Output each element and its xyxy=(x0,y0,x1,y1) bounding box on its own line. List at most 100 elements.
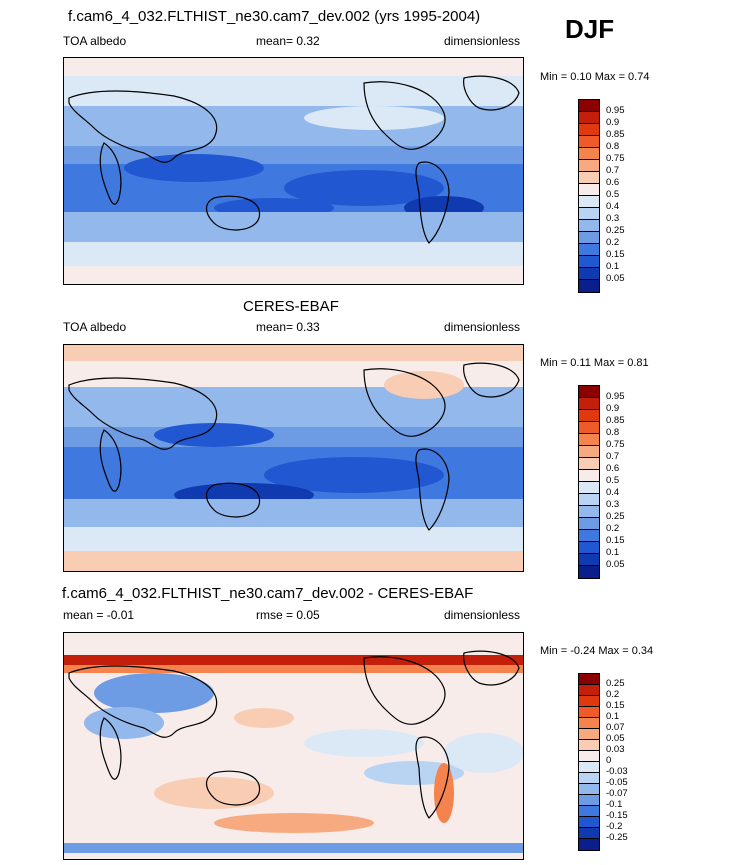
panel3-colorbar-tick: 0.15 xyxy=(606,700,625,711)
panel1-colorbar-swatch xyxy=(579,268,599,280)
panel3-colorbar-swatch xyxy=(579,795,599,806)
panel2-colorbar-tick: 0.7 xyxy=(606,451,620,462)
panel2-colorbar-swatch xyxy=(579,446,599,458)
panel3-colorbar xyxy=(578,673,600,851)
panel3-title: f.cam6_4_032.FLTHIST_ne30.cam7_dev.002 -… xyxy=(62,585,474,602)
panel1-colorbar-swatch xyxy=(579,184,599,196)
panel2-colorbar-swatch xyxy=(579,494,599,506)
panel1-title: f.cam6_4_032.FLTHIST_ne30.cam7_dev.002 (… xyxy=(68,8,481,25)
panel1-colorbar-swatch xyxy=(579,124,599,136)
panel1-colorbar-tick: 0.9 xyxy=(606,117,620,128)
panel2-colorbar-swatch xyxy=(579,422,599,434)
panel1-min-max: Min = 0.10 Max = 0.74 xyxy=(540,71,650,83)
panel2-colorbar-tick: 0.9 xyxy=(606,403,620,414)
panel2-colorbar xyxy=(578,385,600,579)
panel2-colorbar-tick: 0.75 xyxy=(606,439,625,450)
panel2-map xyxy=(63,344,524,572)
panel2-colorbar-swatch xyxy=(579,482,599,494)
panel2-colorbar-tick: 0.8 xyxy=(606,427,620,438)
panel2-colorbar-swatch xyxy=(579,530,599,542)
panel3-colorbar-swatch xyxy=(579,817,599,828)
panel2-colorbar-tick: 0.5 xyxy=(606,475,620,486)
panel2-colorbar-tick: 0.05 xyxy=(606,559,625,570)
panel2-map-field xyxy=(64,345,523,571)
panel3-colorbar-swatch xyxy=(579,762,599,773)
panel3-colorbar-tick: 0.2 xyxy=(606,689,620,700)
panel2-colorbar-tick: 0.95 xyxy=(606,391,625,402)
panel1-colorbar-tick: 0.5 xyxy=(606,189,620,200)
panel1-colorbar xyxy=(578,99,600,293)
panel1-map-field xyxy=(64,58,523,284)
panel2-colorbar-swatch xyxy=(579,398,599,410)
panel2-colorbar-tick: 0.25 xyxy=(606,511,625,522)
panel1-colorbar-swatch xyxy=(579,112,599,124)
panel3-colorbar-tick: 0.03 xyxy=(606,744,625,755)
panel1-colorbar-swatch xyxy=(579,280,599,292)
panel3-colorbar-swatch xyxy=(579,674,599,685)
panel2-colorbar-swatch xyxy=(579,410,599,422)
panel2-colorbar-tick: 0.4 xyxy=(606,487,620,498)
panel2-colorbar-tick: 0.1 xyxy=(606,547,620,558)
panel2-colorbar-swatch xyxy=(579,542,599,554)
panel1-colorbar-tick: 0.15 xyxy=(606,249,625,260)
panel3-colorbar-tick: -0.03 xyxy=(606,766,628,777)
panel1-colorbar-swatch xyxy=(579,172,599,184)
panel2-colorbar-tick: 0.6 xyxy=(606,463,620,474)
panel2-colorbar-swatch xyxy=(579,554,599,566)
panel1-colorbar-swatch xyxy=(579,100,599,112)
panel3-colorbar-swatch xyxy=(579,707,599,718)
panel3-colorbar-tick: 0.07 xyxy=(606,722,625,733)
panel3-min-max: Min = -0.24 Max = 0.34 xyxy=(540,645,654,657)
panel1-mean-label: mean= 0.32 xyxy=(256,34,320,48)
panel3-colorbar-swatch xyxy=(579,696,599,707)
panel3-colorbar-tick: -0.15 xyxy=(606,810,628,821)
panel1-colorbar-tick: 0.7 xyxy=(606,165,620,176)
panel1-colorbar-swatch xyxy=(579,256,599,268)
panel1-colorbar-tick: 0.1 xyxy=(606,261,620,272)
panel3-colorbar-swatch xyxy=(579,685,599,696)
panel3-colorbar-tick: 0 xyxy=(606,755,612,766)
panel3-colorbar-swatch xyxy=(579,784,599,795)
panel2-colorbar-tick: 0.2 xyxy=(606,523,620,534)
panel3-units-label: dimensionless xyxy=(444,608,521,622)
panel2-colorbar-tick: 0.3 xyxy=(606,499,620,510)
panel2-colorbar-swatch xyxy=(579,458,599,470)
panel1-colorbar-tick: 0.8 xyxy=(606,141,620,152)
panel2-colorbar-swatch xyxy=(579,386,599,398)
panel2-variable-label: TOA albedo xyxy=(63,320,127,334)
panel2-title: CERES-EBAF xyxy=(243,298,339,315)
panel1-colorbar-tick: 0.25 xyxy=(606,225,625,236)
panel3-colorbar-swatch xyxy=(579,828,599,839)
panel2-colorbar-tick: 0.15 xyxy=(606,535,625,546)
panel3-colorbar-swatch xyxy=(579,729,599,740)
panel1-colorbar-tick: 0.05 xyxy=(606,273,625,284)
panel3-map-field xyxy=(64,633,523,859)
panel1-colorbar-swatch xyxy=(579,148,599,160)
panel1-colorbar-tick: 0.95 xyxy=(606,105,625,116)
panel3-colorbar-tick: 0.05 xyxy=(606,733,625,744)
panel3-colorbar-tick: 0.1 xyxy=(606,711,620,722)
panel2-colorbar-swatch xyxy=(579,434,599,446)
panel1-colorbar-swatch xyxy=(579,220,599,232)
panel1-colorbar-tick: 0.85 xyxy=(606,129,625,140)
panel1-colorbar-tick: 0.3 xyxy=(606,213,620,224)
panel2-colorbar-swatch xyxy=(579,518,599,530)
panel3-colorbar-swatch xyxy=(579,740,599,751)
panel1-colorbar-tick: 0.2 xyxy=(606,237,620,248)
panel1-colorbar-tick: 0.6 xyxy=(606,177,620,188)
panel3-colorbar-swatch xyxy=(579,839,599,850)
panel3-colorbar-swatch xyxy=(579,806,599,817)
panel2-colorbar-swatch xyxy=(579,506,599,518)
panel1-variable-label: TOA albedo xyxy=(63,34,127,48)
panel3-colorbar-tick: 0.25 xyxy=(606,678,625,689)
panel1-colorbar-swatch xyxy=(579,136,599,148)
panel3-colorbar-tick: -0.07 xyxy=(606,788,628,799)
panel2-colorbar-tick: 0.85 xyxy=(606,415,625,426)
panel1-map xyxy=(63,57,524,285)
panel1-colorbar-tick: 0.75 xyxy=(606,153,625,164)
season-label: DJF xyxy=(565,14,615,44)
panel1-colorbar-tick: 0.4 xyxy=(606,201,620,212)
panel2-mean-label: mean= 0.33 xyxy=(256,320,320,334)
panel1-colorbar-swatch xyxy=(579,160,599,172)
panel1-units-label: dimensionless xyxy=(444,34,521,48)
